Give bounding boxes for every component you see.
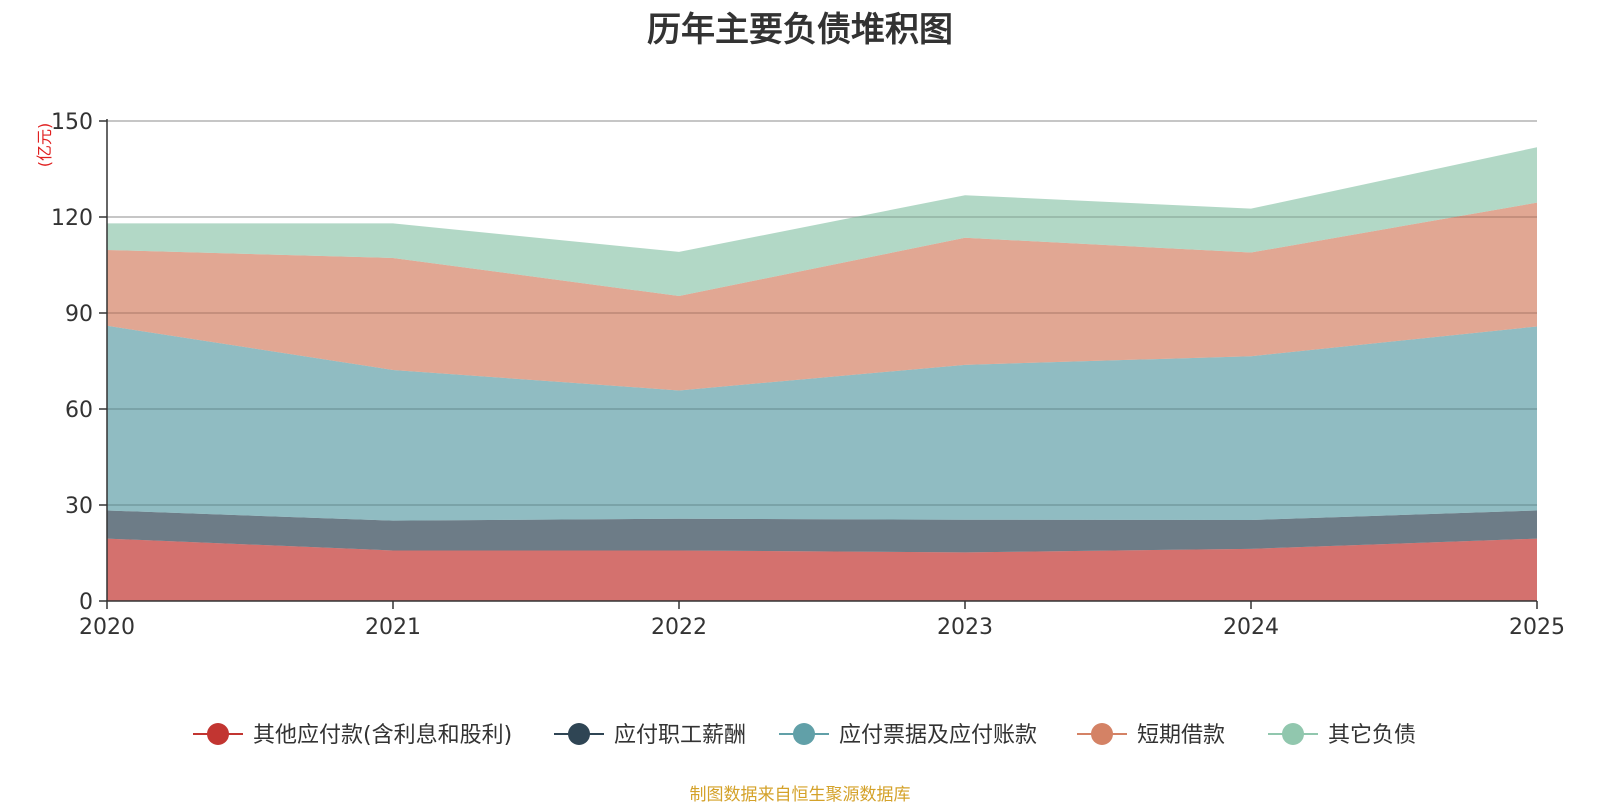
x-tick-label: 2022: [651, 615, 707, 640]
axes: 0 30 60 90 120 150 2020 2021 2022 2023 2024 2025: [51, 110, 1565, 640]
legend-label: 应付职工薪酬: [614, 723, 746, 748]
legend-item-2: 应付票据及应付账款: [779, 723, 1037, 748]
area-series-0: [107, 538, 1537, 601]
source-note: 制图数据来自恒生聚源数据库: [689, 785, 911, 805]
area-series-4: [107, 147, 1537, 297]
y-tick-label: 60: [65, 398, 93, 423]
legend-marker: [793, 723, 815, 745]
legend-marker: [568, 723, 590, 745]
y-axis-label: (亿元): [35, 123, 54, 168]
y-tick-label: 150: [51, 110, 93, 135]
area-series-2: [107, 325, 1537, 521]
legend-marker: [1091, 723, 1113, 745]
y-tick-label: 0: [79, 590, 93, 615]
area-series-1: [107, 510, 1537, 553]
legend-label: 短期借款: [1137, 723, 1225, 748]
legend-label: 应付票据及应付账款: [839, 723, 1037, 748]
y-tick-label: 120: [51, 206, 93, 231]
legend-label: 其它负债: [1328, 723, 1416, 748]
x-tick-label: 2023: [937, 615, 993, 640]
legend-item-1: 应付职工薪酬: [554, 723, 746, 748]
legend-item-0: 其他应付款(含利息和股利): [193, 723, 512, 748]
legend-marker: [207, 723, 229, 745]
legend-item-4: 其它负债: [1268, 723, 1416, 748]
chart-title: 历年主要负债堆积图: [647, 10, 953, 50]
x-tick-label: 2021: [365, 615, 421, 640]
legend-marker: [1282, 723, 1304, 745]
legend-item-3: 短期借款: [1077, 723, 1225, 748]
y-tick-label: 30: [65, 494, 93, 519]
area-series: [107, 120, 1537, 601]
x-tick-label: 2020: [79, 615, 135, 640]
x-tick-label: 2025: [1509, 615, 1565, 640]
legend-label: 其他应付款(含利息和股利): [253, 723, 512, 748]
legend: 其他应付款(含利息和股利) 应付职工薪酬 应付票据及应付账款 短期借款 其它负债: [193, 723, 1416, 748]
x-tick-label: 2024: [1223, 615, 1279, 640]
area-series-3: [107, 202, 1537, 391]
y-tick-label: 90: [65, 302, 93, 327]
